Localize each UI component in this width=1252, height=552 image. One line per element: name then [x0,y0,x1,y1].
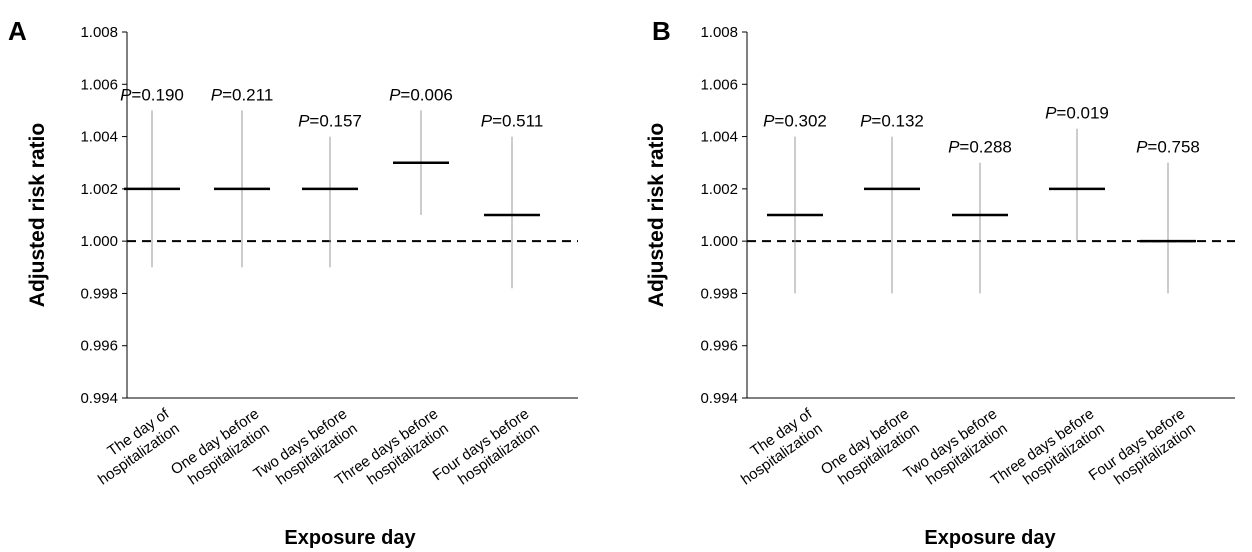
x-tick-label: One day beforehospitalization [818,405,923,493]
data-point: P=0.288 [948,138,1012,294]
x-tick-label: Four days beforehospitalization [430,405,543,499]
y-tick-label: 0.998 [700,285,738,302]
x-tick-label: Four days beforehospitalization [1086,405,1199,499]
y-tick-label: 0.996 [700,338,738,355]
x-axis-title: Exposure day [924,527,1056,549]
data-point: P=0.211 [211,85,274,268]
y-tick-label: 1.008 [80,24,118,41]
y-tick-label: 1.000 [80,233,118,250]
y-tick-label: 0.998 [80,285,118,302]
data-point: P=0.511 [481,112,544,289]
y-tick-label: 1.002 [700,181,738,198]
panel-b: B 0.994 0.996 0.998 1.000 1.002 1.004 1.006 1.00… [645,16,1235,549]
p-value-label: P=0.006 [389,85,453,104]
x-tick-label: One day beforehospitalization [168,405,273,493]
data-point: P=0.302 [763,112,827,294]
p-value-label: P=0.132 [860,112,924,131]
p-value-label: P=0.288 [948,138,1012,157]
y-axis-title: Adjusted risk ratio [26,123,49,307]
panel-label: B [652,16,671,46]
y-tick-label: 1.006 [80,76,118,93]
x-tick-label: Three days beforehospitalization [988,405,1108,504]
data-point: P=0.132 [860,112,924,294]
y-tick-label: 1.002 [80,181,118,198]
data-point: P=0.006 [389,85,453,215]
x-tick-label: The day ofhospitalization [728,405,827,489]
panel-label: A [8,16,27,46]
panel-a: A 0.994 0.996 0.998 1.000 1.002 1.004 1.006 1.00… [8,16,578,549]
y-tick-label: 0.996 [80,338,118,355]
p-value-label: P=0.511 [481,112,544,131]
x-tick-label: The day ofhospitalization [85,405,184,489]
y-tick-label: 1.000 [700,233,738,250]
data-point: P=0.157 [298,112,362,268]
y-tick-label: 1.004 [700,129,738,146]
p-value-label: P=0.157 [298,112,362,131]
p-value-label: P=0.190 [120,85,184,104]
data-point: P=0.019 [1045,104,1109,242]
p-value-label: P=0.758 [1136,138,1200,157]
y-tick-label: 1.004 [80,129,118,146]
y-tick-label: 1.006 [700,76,738,93]
p-value-label: P=0.019 [1045,104,1109,123]
data-point: P=0.758 [1136,138,1200,294]
y-tick-label: 0.994 [80,390,118,407]
x-axis-title: Exposure day [284,527,416,549]
y-tick-label: 1.008 [700,24,738,41]
y-tick-label: 0.994 [700,390,738,407]
y-axis-title: Adjusted risk ratio [645,123,668,307]
p-value-label: P=0.302 [763,112,827,131]
data-point: P=0.190 [120,85,184,268]
p-value-label: P=0.211 [211,85,274,104]
